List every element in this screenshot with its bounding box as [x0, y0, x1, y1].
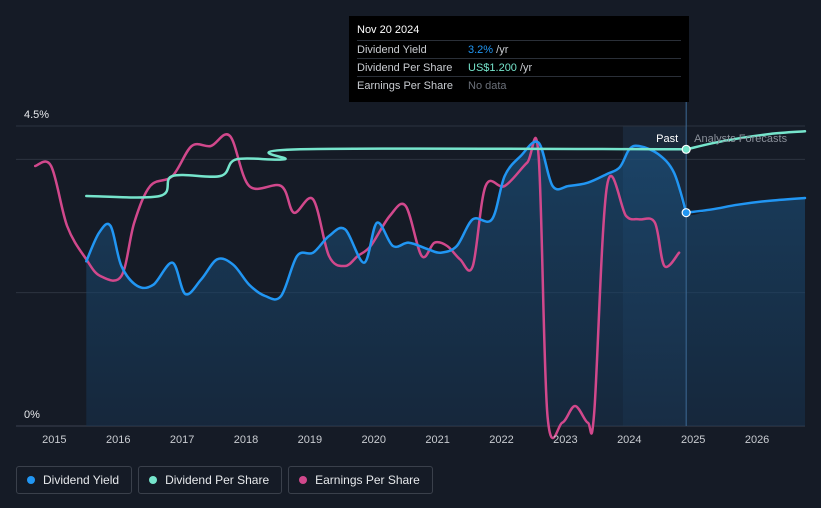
y-tick-label: 0%: [24, 409, 40, 421]
dividend-per-share-line: [85, 147, 688, 199]
forecast-label: Analysts Forecasts: [694, 133, 787, 145]
tooltip-row-dividend-per-share: Dividend Per Share US$1.200 /yr: [357, 58, 681, 77]
tooltip-unit: /yr: [516, 62, 533, 74]
dividend-yield-forecast-line: [684, 196, 807, 214]
x-tick-label: 2017: [170, 434, 194, 446]
tooltip-value-earnings-per-share: No data: [468, 80, 507, 92]
x-tick-label: 2015: [42, 434, 66, 446]
dividend-yield-marker: [681, 208, 691, 218]
legend-item-dividend-yield[interactable]: Dividend Yield: [16, 466, 133, 494]
tooltip-label: Dividend Yield: [357, 44, 427, 56]
x-tick-label: 2021: [425, 434, 449, 446]
dividend-yield-line: [85, 140, 688, 301]
tooltip-date: Nov 20 2024: [357, 24, 420, 36]
legend-dot-icon: [149, 476, 158, 484]
tooltip-label: Dividend Per Share: [357, 62, 453, 74]
legend-dot-icon: [299, 476, 308, 484]
earnings-per-share-line: [33, 133, 681, 440]
legend-dot-icon: [27, 476, 35, 484]
legend-item-earnings-per-share[interactable]: Earnings Per Share: [288, 466, 433, 494]
tooltip-label: Earnings Per Share: [357, 80, 453, 92]
x-tick-label: 2022: [489, 434, 513, 446]
tooltip-value-dividend-per-share: US$1.200: [468, 62, 517, 74]
legend-item-dividend-per-share[interactable]: Dividend Per Share: [138, 466, 283, 494]
legend-label: Earnings Per Share: [315, 473, 420, 487]
tooltip-value-dividend-yield: 3.2%: [468, 44, 494, 56]
legend-label: Dividend Yield: [43, 473, 120, 487]
tooltip-unit: /yr: [493, 44, 509, 56]
dividend-yield-area: [86, 141, 806, 426]
past-label: Past: [656, 133, 678, 145]
x-tick-label: 2023: [553, 434, 577, 446]
chart-legend: Dividend Yield Dividend Per Share Earnin…: [16, 466, 433, 494]
y-tick-label: 4.5%: [24, 109, 49, 121]
dividend-per-share-marker: [681, 144, 691, 154]
x-tick-label: 2024: [617, 434, 641, 446]
x-tick-label: 2016: [106, 434, 130, 446]
dividend-per-share-forecast-line: [684, 130, 807, 151]
hover-tooltip: Nov 20 2024 Dividend Yield 3.2% /yr Divi…: [349, 16, 689, 102]
x-tick-label: 2019: [298, 434, 322, 446]
x-tick-label: 2026: [745, 434, 769, 446]
x-tick-label: 2020: [362, 434, 386, 446]
tooltip-row-earnings-per-share: Earnings Per Share No data: [357, 76, 681, 95]
tooltip-row-dividend-yield: Dividend Yield 3.2% /yr: [357, 40, 681, 59]
legend-label: Dividend Per Share: [165, 473, 270, 487]
x-tick-label: 2018: [234, 434, 258, 446]
x-tick-label: 2025: [681, 434, 705, 446]
